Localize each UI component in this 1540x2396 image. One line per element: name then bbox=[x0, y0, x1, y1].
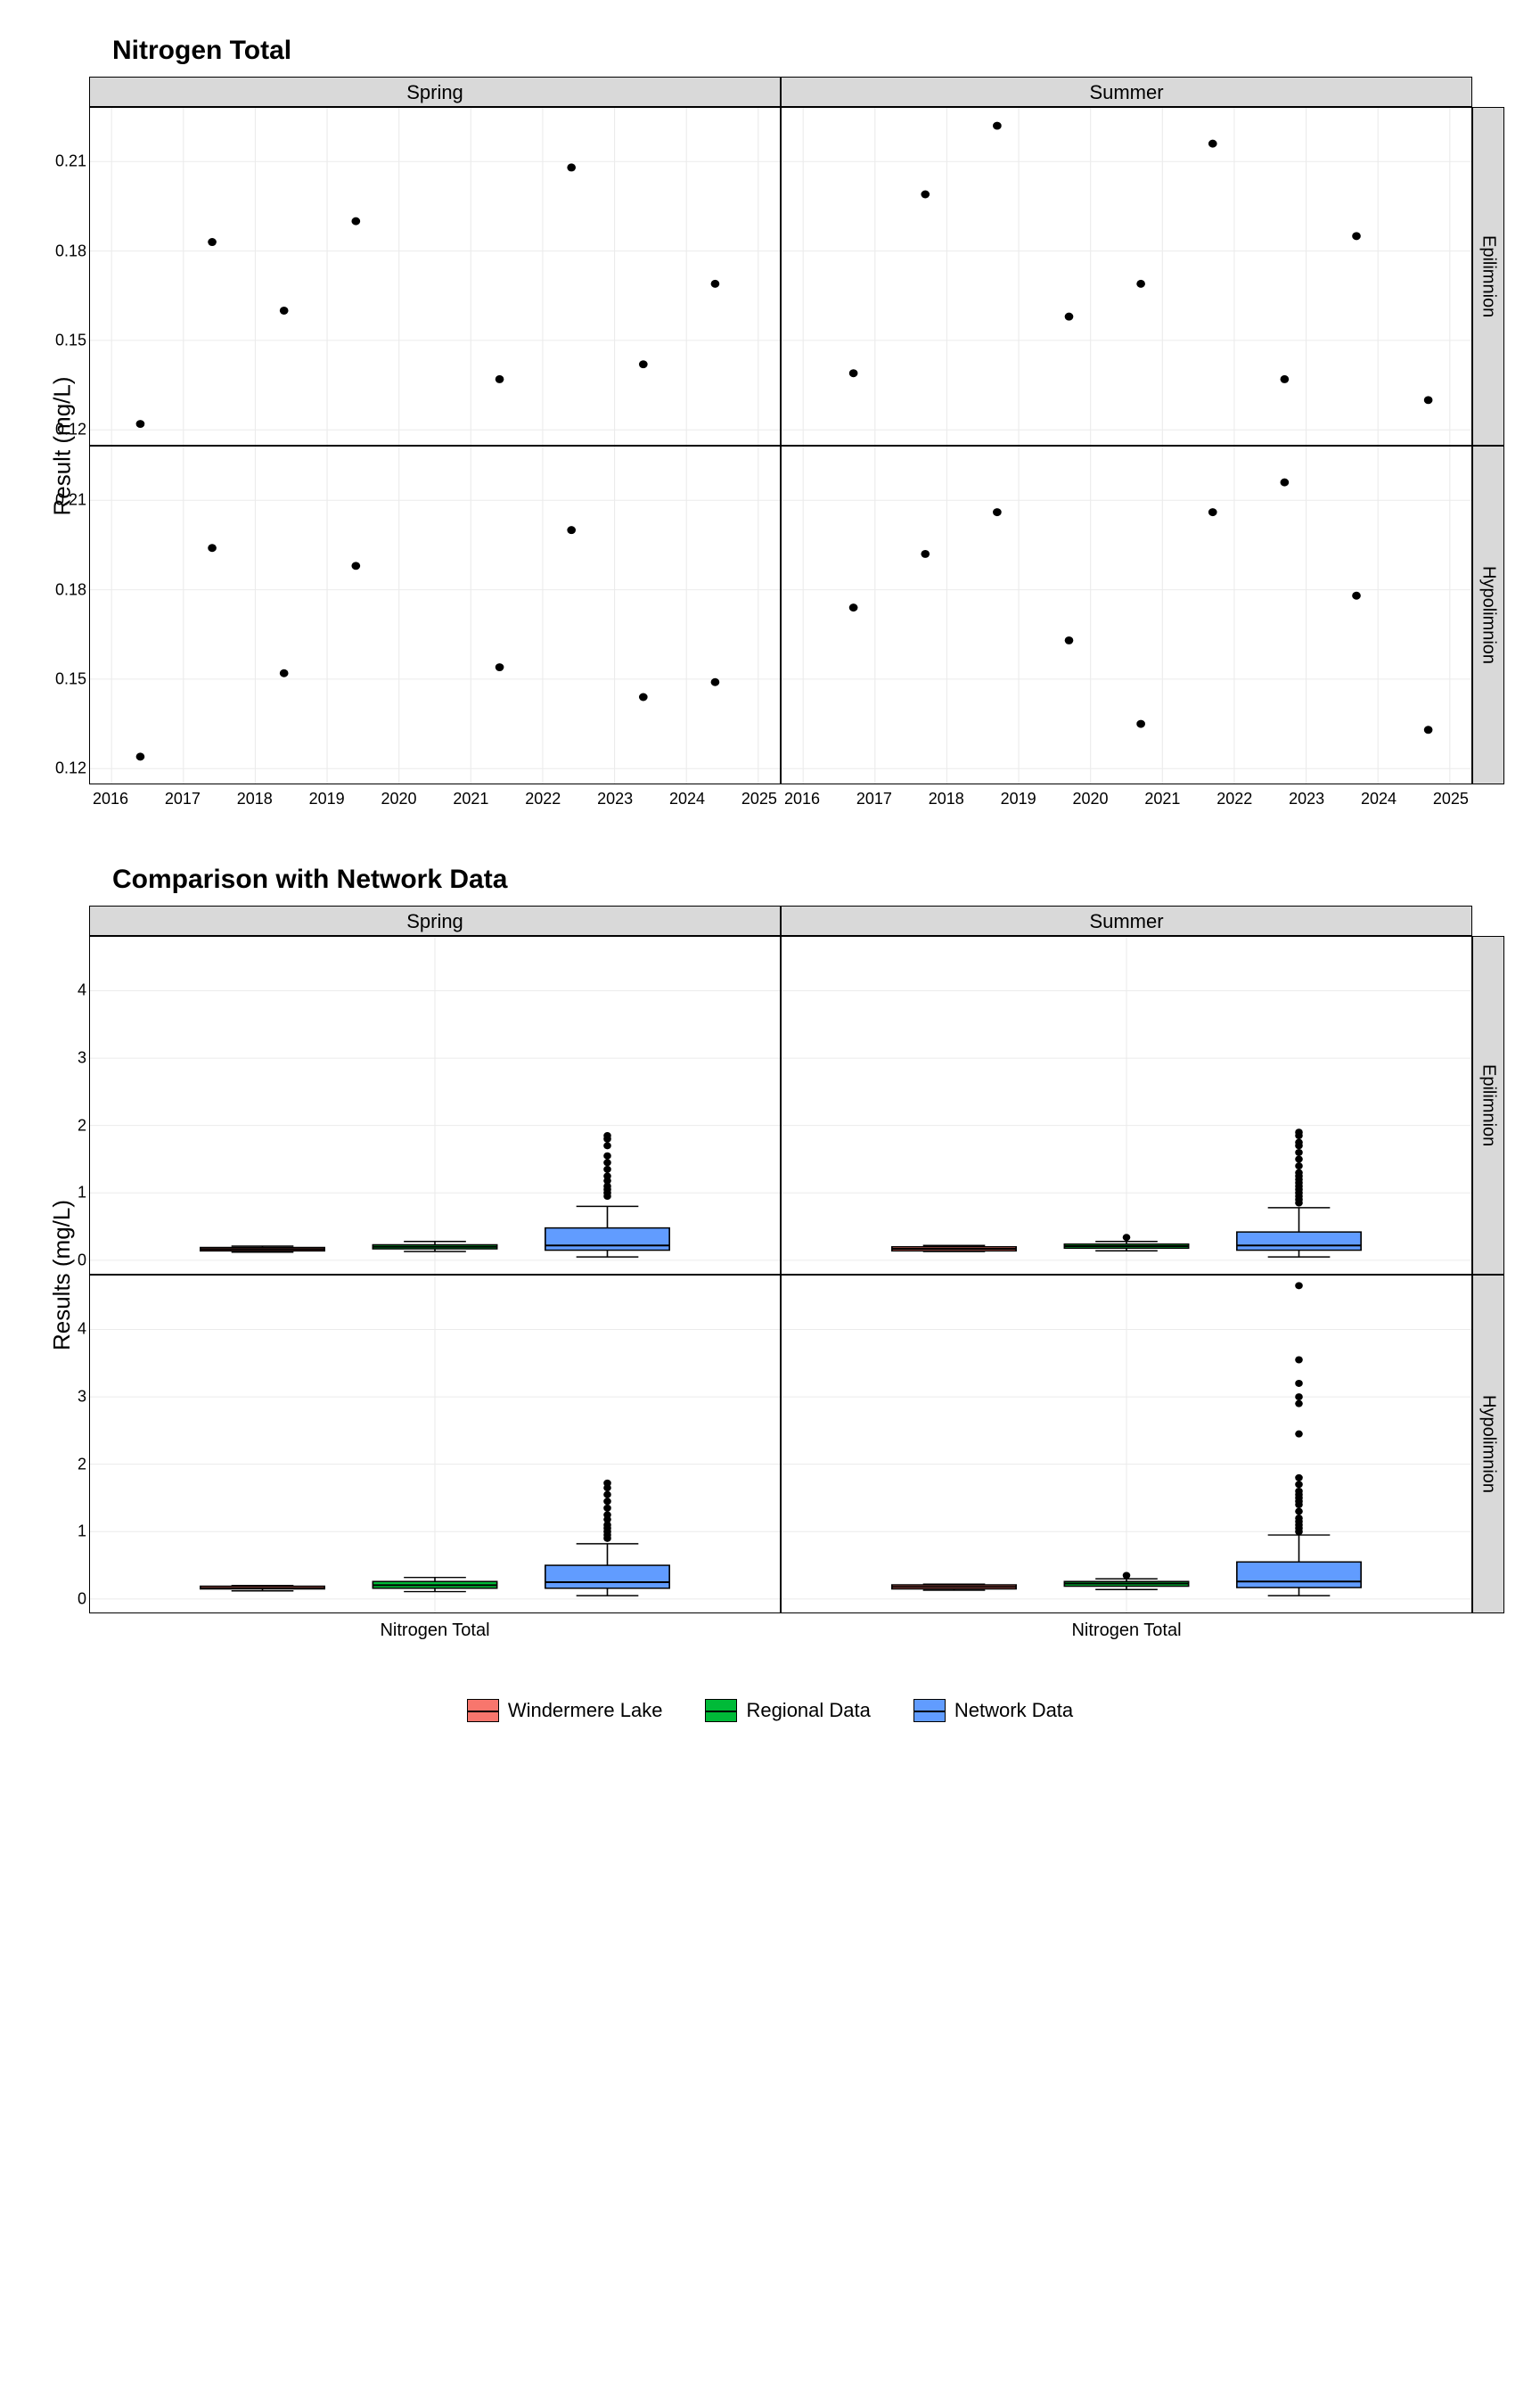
legend: Windermere Lake Regional Data Network Data bbox=[36, 1699, 1504, 1722]
legend-item: Windermere Lake bbox=[467, 1699, 663, 1722]
row-facet-header: Epilimnion bbox=[1472, 936, 1504, 1275]
chart2-facet-grid: Results (mg/L) SpringSummer01234Epilimni… bbox=[36, 906, 1504, 1645]
legend-key-icon bbox=[705, 1699, 737, 1722]
row-facet-header: Epilimnion bbox=[1472, 107, 1504, 446]
col-facet-header: Summer bbox=[781, 77, 1472, 107]
x-ticks: 2016201720182019202020212022202320242025 bbox=[781, 784, 1472, 811]
boxplot-panel: 01234 bbox=[89, 936, 781, 1275]
boxplot-panel: 01234 bbox=[89, 1275, 781, 1613]
legend-item: Network Data bbox=[913, 1699, 1073, 1722]
col-facet-header: Spring bbox=[89, 906, 781, 936]
scatter-panel: 0.120.150.180.21 bbox=[89, 446, 781, 784]
scatter-chart-block: Nitrogen Total Result (mg/L) SpringSumme… bbox=[36, 36, 1504, 811]
x-ticks: 2016201720182019202020212022202320242025 bbox=[89, 784, 781, 811]
legend-key-icon bbox=[913, 1699, 946, 1722]
legend-label: Network Data bbox=[954, 1699, 1073, 1722]
row-facet-header: Hypolimnion bbox=[1472, 446, 1504, 784]
boxplot-panel bbox=[781, 1275, 1472, 1613]
chart1-facet-grid: Result (mg/L) SpringSummer0.120.150.180.… bbox=[36, 77, 1504, 811]
chart1-title: Nitrogen Total bbox=[112, 36, 1504, 66]
legend-label: Windermere Lake bbox=[508, 1699, 663, 1722]
scatter-panel: 0.120.150.180.21 bbox=[89, 107, 781, 446]
legend-label: Regional Data bbox=[746, 1699, 870, 1722]
col-facet-header: Summer bbox=[781, 906, 1472, 936]
scatter-panel bbox=[781, 107, 1472, 446]
boxplot-chart-block: Comparison with Network Data Results (mg… bbox=[36, 865, 1504, 1645]
legend-key-icon bbox=[467, 1699, 499, 1722]
chart2-title: Comparison with Network Data bbox=[112, 865, 1504, 895]
legend-item: Regional Data bbox=[705, 1699, 870, 1722]
boxplot-panel bbox=[781, 936, 1472, 1275]
x-category-label: Nitrogen Total bbox=[89, 1613, 781, 1645]
x-category-label: Nitrogen Total bbox=[781, 1613, 1472, 1645]
col-facet-header: Spring bbox=[89, 77, 781, 107]
scatter-panel bbox=[781, 446, 1472, 784]
row-facet-header: Hypolimnion bbox=[1472, 1275, 1504, 1613]
